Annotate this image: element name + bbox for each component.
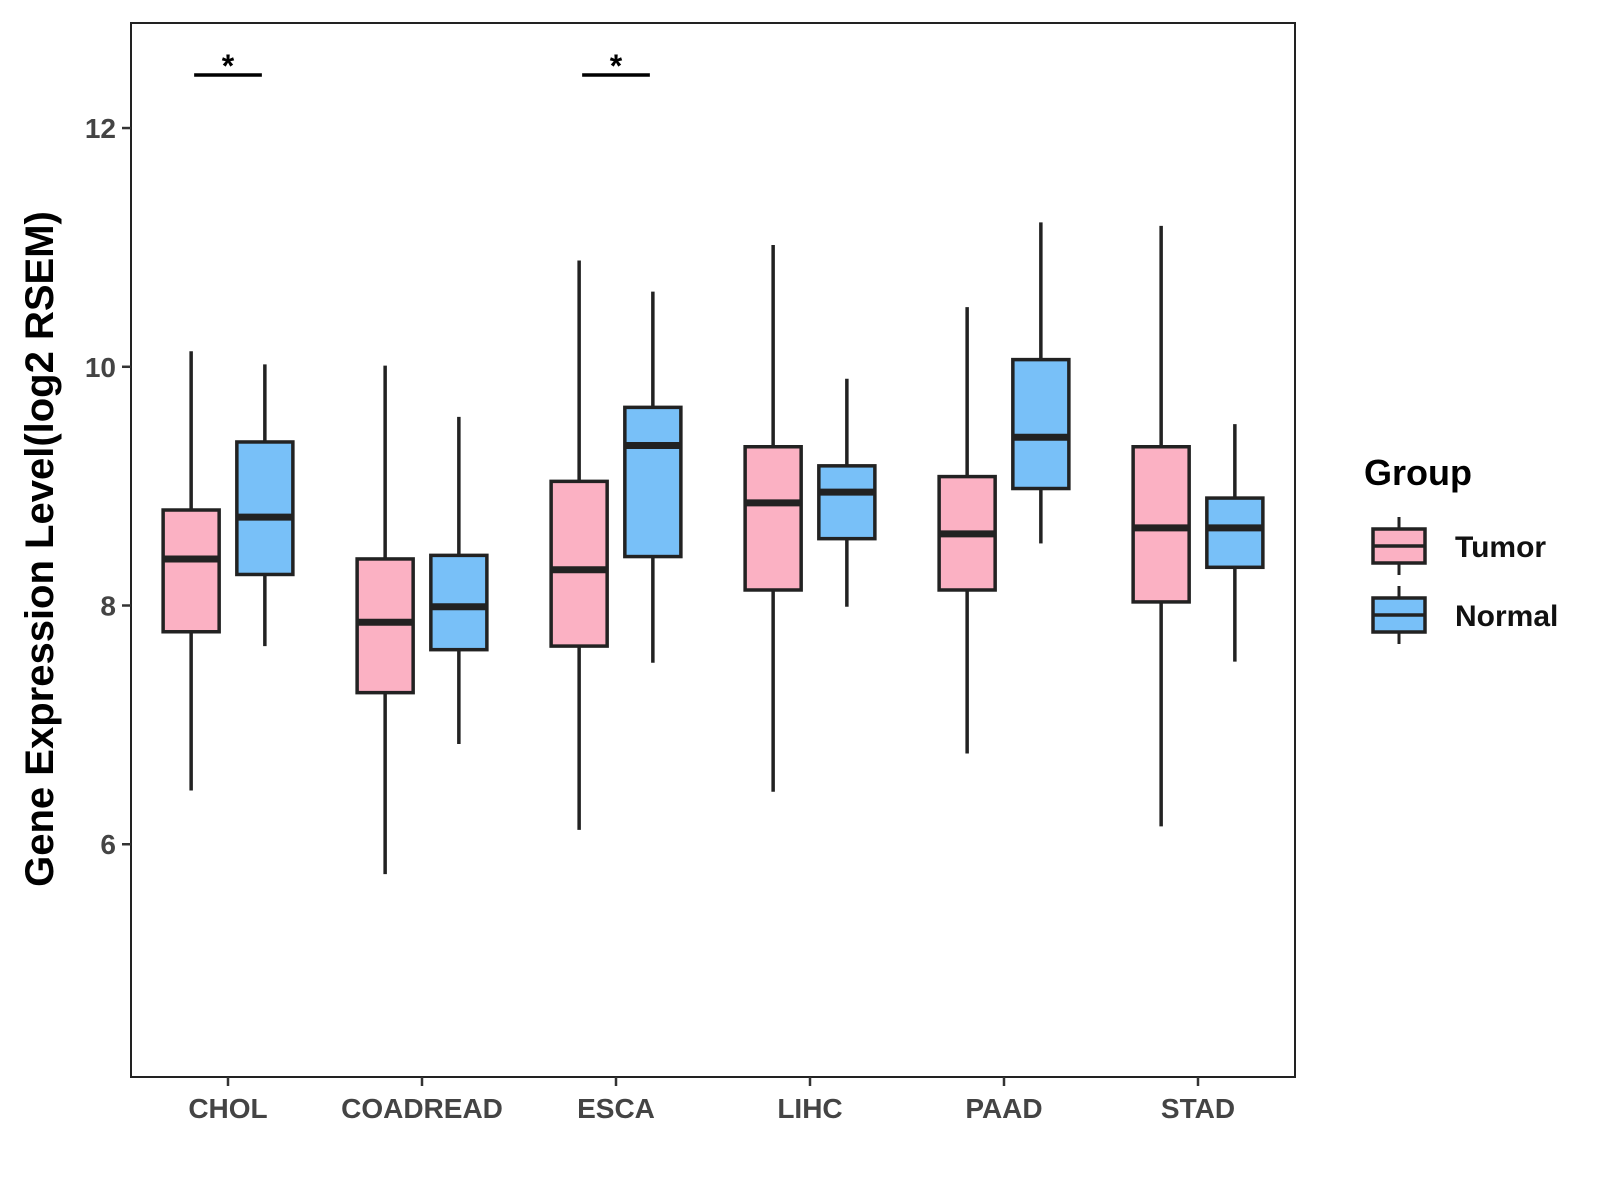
y-axis: 6 8 10 12: [85, 113, 131, 860]
legend: Group Tumor Normal: [1364, 452, 1558, 644]
box-body-tumor-stad: [1131, 444, 1191, 604]
y-tick-label-6: 6: [100, 829, 116, 860]
x-tick-label-esca: ESCA: [577, 1093, 655, 1124]
box-tumor-coadread: [355, 365, 415, 875]
box-body-tumor-esca: [549, 479, 609, 648]
box-body-normal-chol: [235, 440, 295, 577]
box-tumor-paad: [937, 307, 997, 754]
x-tick-label-paad: PAAD: [965, 1093, 1042, 1124]
box-body-normal-lihc: [817, 464, 877, 541]
y-tick-label-10: 10: [85, 352, 116, 383]
box-normal-lihc: [817, 378, 877, 607]
significance-label-chol: *: [222, 48, 235, 84]
box-tumor-chol: [161, 351, 221, 791]
box-body-tumor-chol: [161, 508, 221, 634]
y-tick-label-8: 8: [100, 591, 116, 622]
x-tick-label-chol: CHOL: [188, 1093, 267, 1124]
box-normal-chol: [235, 364, 295, 647]
box-body-normal-stad: [1205, 496, 1265, 570]
x-tick-label-coadread: COADREAD: [341, 1093, 503, 1124]
box-tumor-stad: [1131, 225, 1191, 827]
y-tick-label-12: 12: [85, 113, 116, 144]
plot-marks: * *: [161, 48, 1265, 875]
x-tick-label-lihc: LIHC: [777, 1093, 842, 1124]
legend-label-normal: Normal: [1455, 600, 1558, 633]
plot-panel: [130, 22, 1296, 1078]
box-body-tumor-coadread: [355, 557, 415, 695]
box-tumor-lihc: [743, 245, 803, 792]
box-normal-stad: [1205, 424, 1265, 662]
x-tick-label-stad: STAD: [1161, 1093, 1235, 1124]
box-normal-coadread: [429, 416, 489, 744]
y-axis-title: Gene Expression Level(log2 RSEM): [18, 211, 62, 887]
significance-label-esca: *: [610, 48, 623, 84]
x-axis: CHOL COADREAD ESCA LIHC PAAD STAD: [188, 1077, 1235, 1124]
box-normal-paad: [1011, 222, 1071, 544]
box-body-normal-esca: [623, 405, 683, 559]
box-body-normal-paad: [1011, 357, 1071, 491]
box-tumor-esca: [549, 260, 609, 830]
box-normal-esca: [623, 291, 683, 663]
box-body-tumor-lihc: [743, 444, 803, 592]
legend-title: Group: [1364, 452, 1472, 493]
legend-label-tumor: Tumor: [1455, 531, 1546, 564]
box-body-normal-coadread: [429, 553, 489, 652]
